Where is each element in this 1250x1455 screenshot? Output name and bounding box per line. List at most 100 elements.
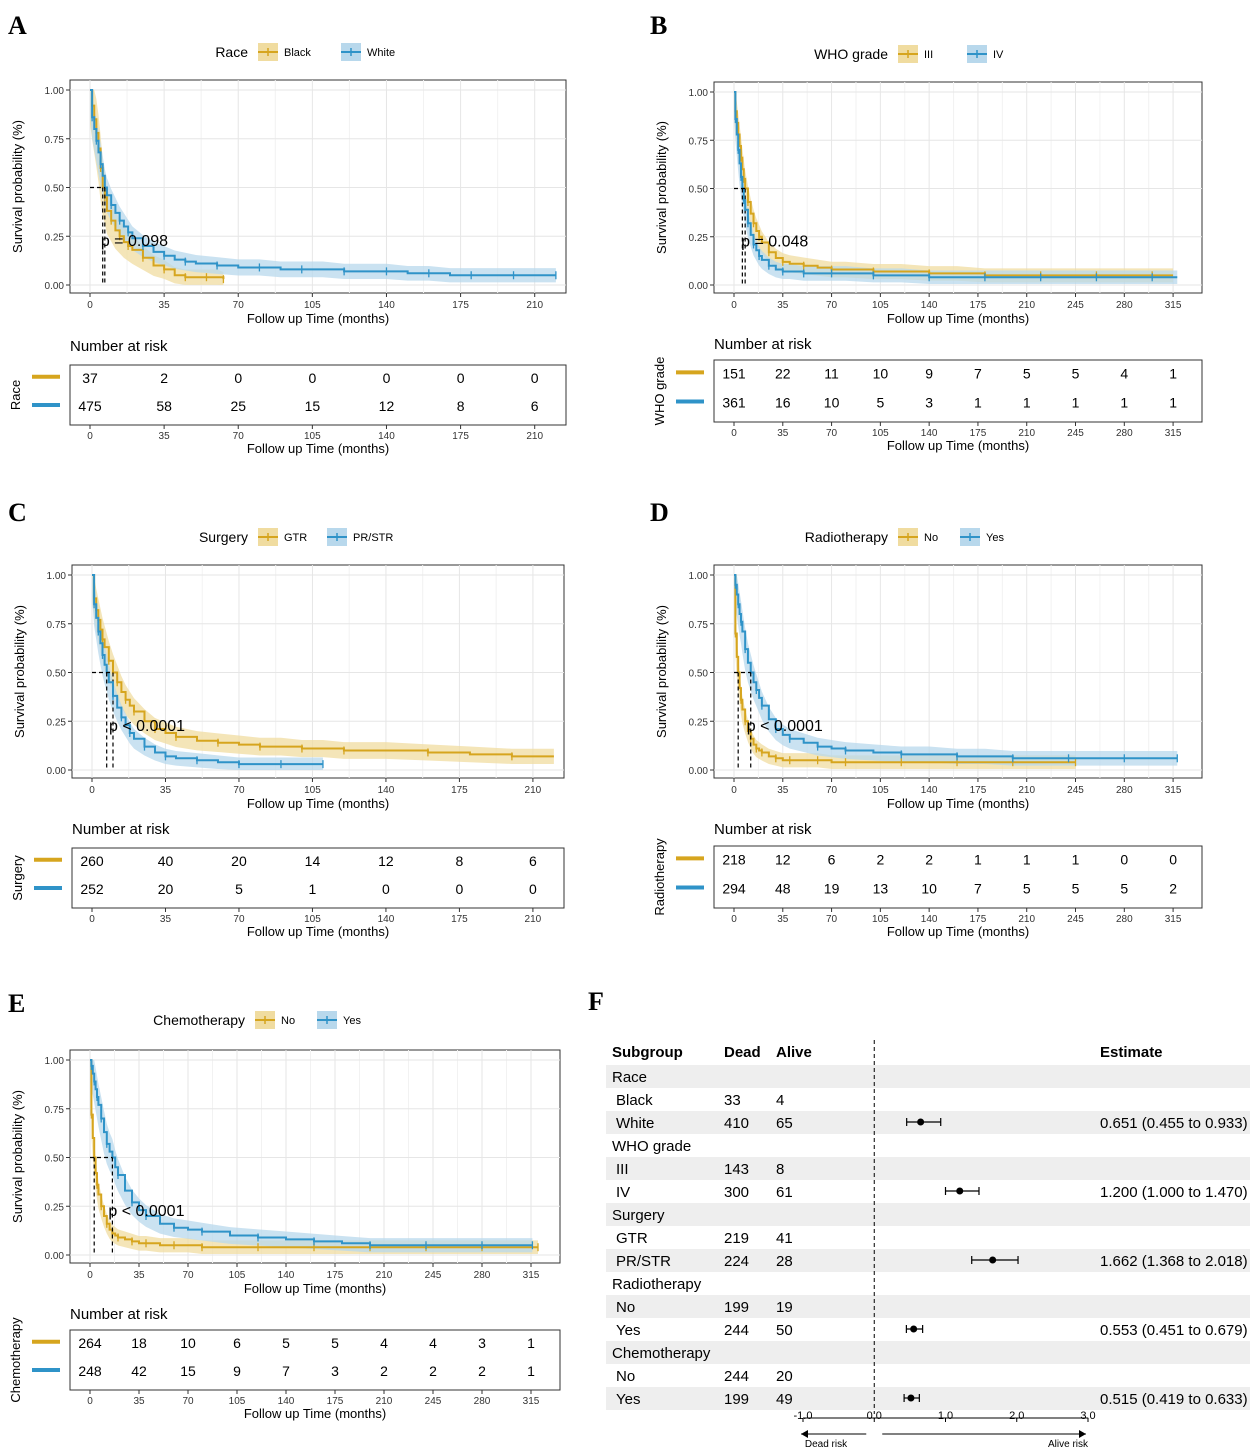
y-axis-label: Survival probability (%) xyxy=(10,1090,25,1223)
x-tick-label: 315 xyxy=(523,1270,540,1281)
dead-count: 219 xyxy=(724,1230,749,1247)
risk-x-tick-label: 105 xyxy=(872,428,889,439)
km-curve-No xyxy=(734,574,1076,764)
p-value: p < 0.0001 xyxy=(108,1203,184,1220)
risk-x-tick-label: 140 xyxy=(278,1396,295,1407)
risk-x-tick-label: 105 xyxy=(304,914,321,925)
legend-title: Race xyxy=(215,44,248,60)
y-tick-label: 0.00 xyxy=(45,281,65,292)
risk-x-tick-label: 245 xyxy=(425,1396,442,1407)
p-value: p = 0.048 xyxy=(741,233,808,250)
legend-label-0: Black xyxy=(284,47,311,59)
risk-x-axis-label: Follow up Time (months) xyxy=(244,1406,386,1421)
legend-title: Surgery xyxy=(199,529,248,545)
point-estimate xyxy=(917,1118,925,1126)
risk-value: 5 xyxy=(876,395,884,411)
legend-label-1: White xyxy=(367,47,395,59)
x-tick-label: 0 xyxy=(731,785,737,796)
risk-value: 294 xyxy=(722,881,746,897)
alive-count: 4 xyxy=(776,1092,784,1109)
y-tick-label: 0.00 xyxy=(47,766,67,777)
risk-x-tick-label: 245 xyxy=(1067,428,1084,439)
risk-value: 5 xyxy=(1023,881,1031,897)
x-tick-label: 35 xyxy=(777,785,789,796)
col-header-subgroup: Subgroup xyxy=(612,1044,683,1061)
y-tick-label: 0.25 xyxy=(45,232,65,243)
x-tick-label: 105 xyxy=(229,1270,246,1281)
risk-x-tick-label: 70 xyxy=(826,914,838,925)
risk-x-tick-label: 175 xyxy=(970,428,987,439)
panel-label: B xyxy=(650,11,667,40)
alive-count: 8 xyxy=(776,1161,784,1178)
x-tick-label: 175 xyxy=(327,1270,344,1281)
risk-value: 20 xyxy=(158,881,174,897)
subgroup-label: GTR xyxy=(616,1230,648,1247)
legend-title: WHO grade xyxy=(814,46,888,62)
y-tick-label: 0.25 xyxy=(45,1202,65,1213)
point-estimate xyxy=(910,1325,918,1333)
point-estimate xyxy=(907,1394,915,1402)
panel-label: D xyxy=(650,498,669,527)
risk-y-label: Chemotherapy xyxy=(8,1317,23,1403)
risk-value: 20 xyxy=(231,853,247,869)
risk-value: 42 xyxy=(131,1363,147,1379)
x-tick-label: 210 xyxy=(1018,300,1035,311)
dead-count: 143 xyxy=(724,1161,749,1178)
group-label: Chemotherapy xyxy=(612,1345,711,1362)
risk-frame xyxy=(71,847,565,909)
risk-value: 1 xyxy=(1072,851,1080,867)
risk-value: 37 xyxy=(82,370,98,386)
dead-count: 244 xyxy=(724,1322,749,1339)
legend: WHO grade III IV xyxy=(814,45,1004,63)
risk-x-tick-label: 35 xyxy=(133,1396,145,1407)
risk-x-tick-label: 35 xyxy=(777,914,789,925)
risk-value: 13 xyxy=(873,881,889,897)
row-stripe xyxy=(606,1387,1250,1410)
risk-x-tick-label: 0 xyxy=(89,914,95,925)
risk-value: 16 xyxy=(775,395,791,411)
y-tick-label: 0.00 xyxy=(689,281,709,292)
risk-table: Number at risk 37 2 0 0 0 0 0 475 58 25 15 12 8 6 0 35 70… xyxy=(8,338,567,456)
p-value: p = 0.098 xyxy=(101,233,168,250)
y-tick-label: 0.50 xyxy=(45,184,65,195)
x-tick-label: 140 xyxy=(278,1270,295,1281)
estimate-text: 0.651 (0.455 to 0.933) xyxy=(1100,1115,1248,1132)
x-axis-label: Follow up Time (months) xyxy=(247,796,389,811)
risk-y-label: Surgery xyxy=(10,855,25,901)
col-header-estimate: Estimate xyxy=(1100,1044,1163,1061)
risk-value: 0 xyxy=(308,370,316,386)
risk-x-tick-label: 0 xyxy=(731,914,737,925)
risk-x-tick-label: 175 xyxy=(327,1396,344,1407)
y-tick-label: 0.25 xyxy=(689,233,709,244)
subgroup-label: III xyxy=(616,1161,629,1178)
risk-x-tick-label: 0 xyxy=(87,1396,93,1407)
risk-value: 8 xyxy=(456,853,464,869)
legend-label-0: No xyxy=(281,1015,295,1027)
x-tick-label: 245 xyxy=(1067,300,1084,311)
x-tick-label: 140 xyxy=(378,300,395,311)
x-tick-label: 210 xyxy=(526,300,543,311)
legend: Chemotherapy No Yes xyxy=(153,1011,361,1029)
y-axis-label: Survival probability (%) xyxy=(654,605,669,738)
risk-x-tick-label: 315 xyxy=(1165,914,1182,925)
risk-x-tick-label: 105 xyxy=(304,431,321,442)
x-tick-label: 105 xyxy=(304,785,321,796)
alive-count: 65 xyxy=(776,1115,793,1132)
risk-value: 0 xyxy=(1120,851,1128,867)
risk-value: 5 xyxy=(331,1335,339,1351)
x-tick-label: 175 xyxy=(451,785,468,796)
risk-x-tick-label: 210 xyxy=(525,914,542,925)
legend-label-1: Yes xyxy=(343,1015,361,1027)
risk-x-tick-label: 140 xyxy=(921,428,938,439)
risk-value: 6 xyxy=(828,851,836,867)
y-tick-label: 0.25 xyxy=(47,717,67,728)
y-tick-label: 0.25 xyxy=(689,717,709,728)
risk-value: 6 xyxy=(233,1335,241,1351)
km-curve-White xyxy=(90,89,556,277)
group-label: Radiotherapy xyxy=(612,1276,702,1293)
risk-value: 5 xyxy=(235,881,243,897)
y-tick-label: 0.50 xyxy=(689,669,709,680)
subgroup-label: No xyxy=(616,1368,635,1385)
